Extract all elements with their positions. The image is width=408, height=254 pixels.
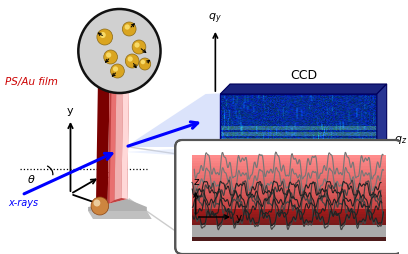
Bar [192,158,386,162]
Circle shape [106,53,111,58]
Bar [192,155,386,159]
Polygon shape [125,147,372,164]
Bar [192,237,386,241]
Polygon shape [96,82,110,207]
Bar [192,226,386,230]
Circle shape [113,67,118,72]
Polygon shape [88,211,152,219]
Polygon shape [125,88,372,147]
Circle shape [128,57,133,62]
FancyBboxPatch shape [175,140,402,254]
Text: x: x [103,169,109,179]
Polygon shape [110,79,117,203]
Bar [192,172,386,176]
Bar [192,192,386,196]
Bar [192,234,386,238]
Circle shape [104,51,118,65]
Bar [192,195,386,199]
Polygon shape [115,78,123,200]
Circle shape [91,197,109,215]
Bar [192,206,386,210]
Bar [192,217,386,221]
Bar [192,186,386,190]
Polygon shape [122,78,129,199]
Text: PS/Au film: PS/Au film [5,77,58,87]
Circle shape [122,23,136,37]
Bar [192,229,386,232]
Text: CCD: CCD [290,69,317,82]
Polygon shape [98,78,129,86]
Text: $q_z$: $q_z$ [393,133,407,146]
Circle shape [125,25,130,30]
Text: z: z [193,176,199,186]
Bar [192,231,386,235]
Circle shape [78,10,160,94]
Circle shape [125,55,139,69]
Bar [192,209,386,213]
Bar [192,223,386,227]
Bar [192,178,386,182]
Circle shape [93,200,100,207]
Circle shape [97,30,113,46]
Bar [192,184,386,187]
Circle shape [139,59,151,71]
Circle shape [111,65,124,79]
Bar [192,200,386,204]
Bar [192,189,386,193]
Polygon shape [220,85,387,95]
Text: θ: θ [28,174,35,184]
Bar [192,181,386,184]
Circle shape [135,43,140,49]
Circle shape [132,41,146,55]
Text: y: y [67,106,74,116]
Bar [192,164,386,168]
Circle shape [141,60,145,65]
Bar [192,175,386,179]
Polygon shape [108,78,129,204]
Polygon shape [88,199,147,211]
Bar [192,215,386,218]
Text: x-rays: x-rays [8,197,38,207]
Bar [192,161,386,165]
Bar [192,203,386,207]
Bar [192,198,386,201]
Polygon shape [377,85,387,149]
Text: z: z [123,209,129,219]
Circle shape [100,33,106,39]
Bar [192,220,386,224]
Bar [192,225,386,237]
Text: y: y [236,212,242,222]
Bar [192,169,386,173]
Bar [192,167,386,170]
Bar [192,212,386,215]
Text: $q_y$: $q_y$ [208,11,222,26]
